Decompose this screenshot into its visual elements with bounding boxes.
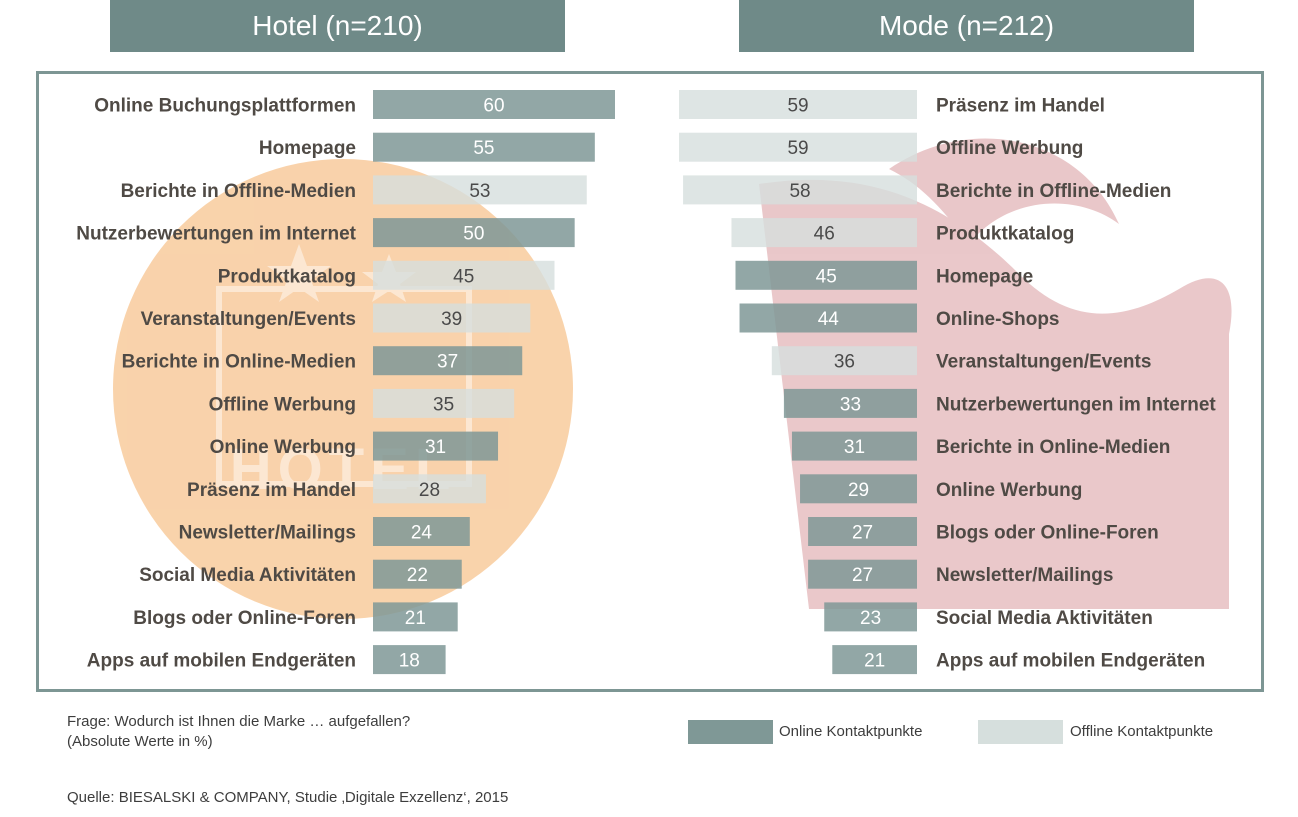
watermark-shape-curve (889, 138, 1119, 244)
mode-category-label: Homepage (936, 266, 1033, 287)
question-text: Frage: Wodurch ist Ihnen die Marke … auf… (67, 713, 411, 730)
mode-bar-value: 33 (840, 394, 861, 415)
question-note: Frage: Wodurch ist Ihnen die Marke … auf… (67, 712, 410, 752)
mode-bar-value: 31 (844, 437, 865, 458)
hotel-bar (373, 132, 595, 162)
mode-category-label: Nutzerbewertungen im Internet (936, 394, 1216, 415)
mode-category-label: Blogs oder Online-Foren (936, 523, 1159, 544)
hotel-bar (373, 602, 458, 632)
mode-category-label: Online-Shops (936, 309, 1060, 330)
hotel-bar-value: 50 (463, 224, 484, 245)
hotel-category-label: Berichte in Offline-Medien (121, 181, 356, 202)
legend-online-swatch (688, 720, 773, 744)
hotel-bar-value: 37 (437, 352, 458, 373)
mode-bar-value: 27 (852, 565, 873, 586)
hotel-category-label: Blogs oder Online-Foren (133, 608, 356, 629)
hotel-bar-value: 28 (419, 480, 440, 501)
mode-category-label: Berichte in Online-Medien (936, 437, 1170, 458)
mode-category-label: Veranstaltungen/Events (936, 352, 1151, 373)
mode-bar (683, 175, 917, 205)
legend-online-label: Online Kontaktpunkte (779, 723, 923, 740)
mode-category-label: Newsletter/Mailings (936, 565, 1113, 586)
mode-bar (832, 645, 917, 675)
mode-category-label: Online Werbung (936, 480, 1082, 501)
hotel-bar (373, 346, 523, 376)
mode-bar (735, 260, 917, 290)
legend-offline-label: Offline Kontaktpunkte (1070, 723, 1214, 740)
mode-bar (800, 474, 917, 504)
mode-bar-value: 45 (816, 266, 837, 287)
mode-category-label: Präsenz im Handel (936, 96, 1105, 117)
hotel-bar (373, 260, 555, 290)
hotel-category-label: Veranstaltungen/Events (141, 309, 356, 330)
mode-bar-value: 59 (787, 138, 808, 159)
hotel-bar (373, 559, 462, 589)
hotel-category-label: Social Media Aktivitäten (139, 565, 356, 586)
mode-category-label: Apps auf mobilen Endgeräten (936, 651, 1205, 672)
hotel-category-label: Online Buchungsplattformen (94, 96, 356, 117)
mode-bar-value: 46 (814, 224, 835, 245)
mode-bar (808, 559, 917, 589)
hotel-bar-value: 35 (433, 394, 454, 415)
mode-header: Mode (n=212) (739, 0, 1194, 52)
legend-offline-swatch (978, 720, 1063, 744)
hotel-bar-value: 22 (407, 565, 428, 586)
mode-bar-value: 36 (834, 352, 855, 373)
hotel-category-label: Newsletter/Mailings (179, 523, 356, 544)
hotel-bar (373, 388, 515, 418)
hotel-category-label: Nutzerbewertungen im Internet (76, 224, 356, 245)
mode-bar (783, 388, 917, 418)
hotel-bar-value: 24 (411, 523, 433, 544)
mode-bar-value: 29 (848, 480, 869, 501)
chart-frame: HOTEL 60 Online Buchungsplattformen 55 Home… (36, 71, 1264, 692)
mode-category-label: Social Media Aktivitäten (936, 608, 1153, 629)
mode-category-label: Produktkatalog (936, 224, 1074, 245)
hotel-bar (373, 645, 446, 675)
source-note: Quelle: BIESALSKI & COMPANY, Studie ‚Dig… (67, 789, 509, 806)
mode-bar (824, 602, 917, 632)
mode-category-label: Offline Werbung (936, 138, 1083, 159)
hotel-bar (373, 517, 470, 546)
mode-bar-value: 44 (818, 309, 840, 330)
hotel-category-label: Berichte in Online-Medien (122, 352, 356, 373)
mode-bar (679, 132, 917, 162)
seal-star-left (267, 244, 331, 302)
seal-building-shape (216, 286, 472, 487)
mode-bar (808, 517, 917, 546)
hotel-category-label: Offline Werbung (209, 394, 356, 415)
mode-bar (679, 90, 917, 119)
hotel-bar (373, 218, 575, 248)
mode-bar-value: 58 (789, 181, 810, 202)
mode-category-label: Berichte in Offline-Medien (936, 181, 1171, 202)
mode-bar-value: 27 (852, 523, 873, 544)
mode-bar-value: 23 (860, 608, 881, 629)
hotel-bar (373, 175, 587, 205)
hotel-bar-value: 39 (441, 309, 462, 330)
hotel-bar (373, 431, 499, 461)
hotel-category-label: Präsenz im Handel (187, 480, 356, 501)
unit-text: (Absolute Werte in %) (67, 733, 213, 750)
hotel-bar-value: 53 (469, 181, 490, 202)
hotel-category-label: Homepage (259, 138, 356, 159)
hotel-category-label: Produktkatalog (218, 266, 356, 287)
mode-bar-value: 21 (864, 651, 885, 672)
hotel-category-label: Apps auf mobilen Endgeräten (87, 651, 356, 672)
mode-bar (731, 218, 917, 248)
hotel-bar (373, 303, 531, 333)
mode-bar (791, 431, 917, 461)
hotel-bar-value: 31 (425, 437, 446, 458)
hotel-bar-value: 55 (473, 138, 494, 159)
mode-bar (771, 346, 917, 376)
hotel-bar-value: 60 (483, 96, 504, 117)
hotel-bar-value: 45 (453, 266, 474, 287)
hotel-category-label: Online Werbung (210, 437, 356, 458)
hotel-bar-value: 21 (405, 608, 426, 629)
hotel-header: Hotel (n=210) (110, 0, 565, 52)
hotel-bar (373, 474, 486, 504)
hotel-bar (373, 90, 615, 119)
hotel-bar-value: 18 (399, 651, 420, 672)
mode-bar (739, 303, 917, 333)
mode-bar-value: 59 (787, 96, 808, 117)
